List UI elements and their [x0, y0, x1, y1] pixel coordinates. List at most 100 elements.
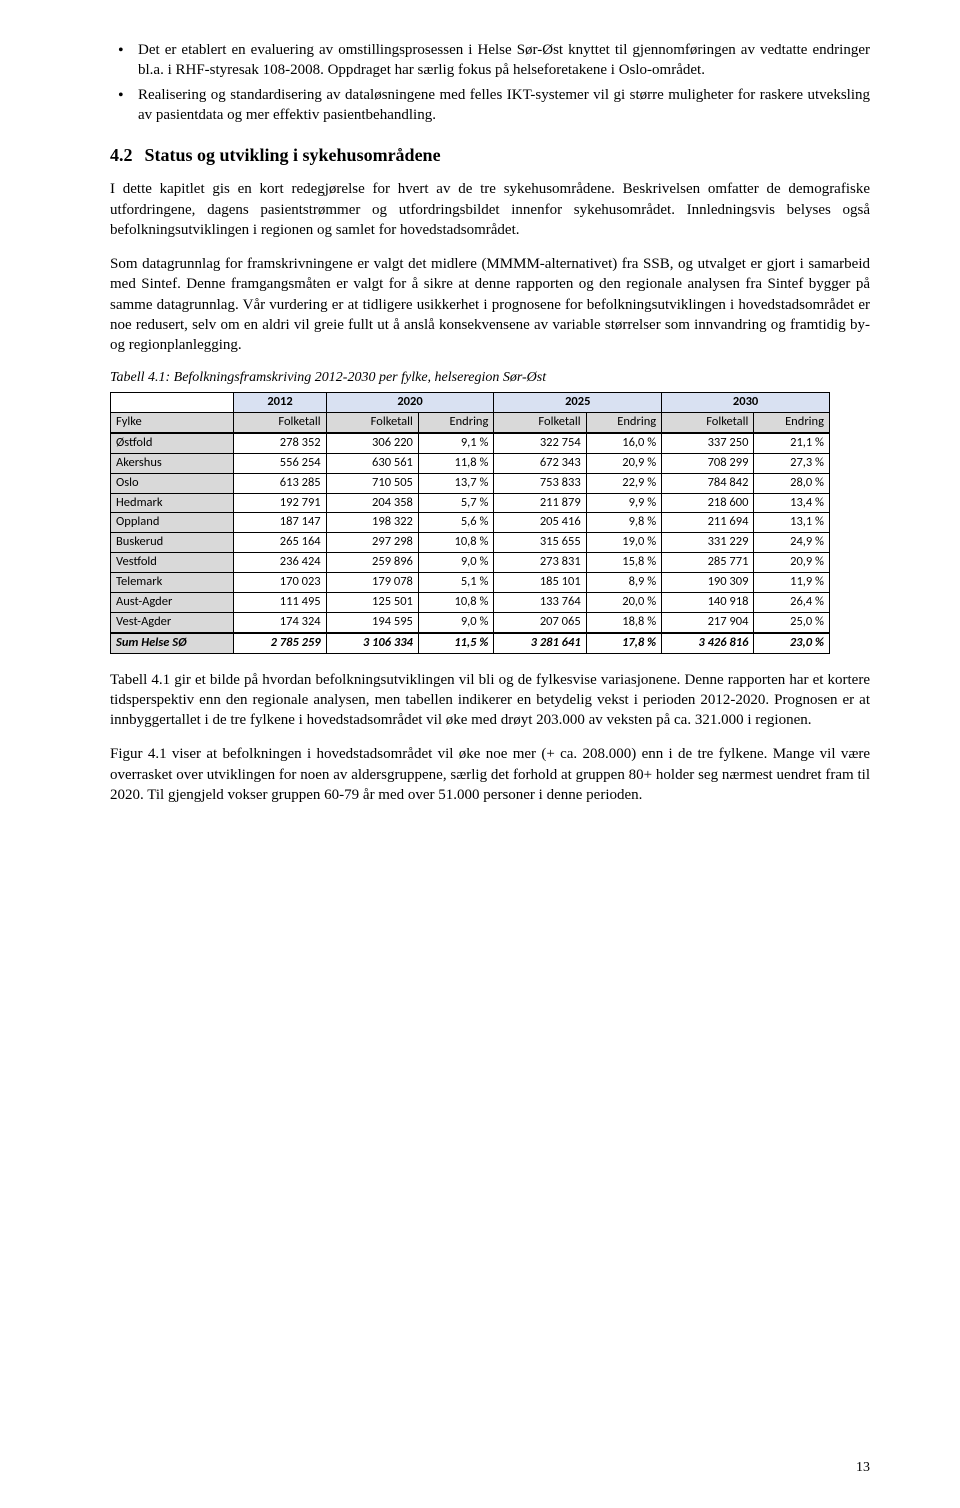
table-cell: 13,7 %	[418, 473, 494, 493]
section-number: 4.2	[110, 145, 133, 165]
table-subheader-row: Fylke Folketall Folketall Endring Folket…	[111, 413, 830, 433]
table-header-year: 2020	[326, 393, 494, 413]
table-cell: 11,8 %	[418, 453, 494, 473]
table-cell: 9,0 %	[418, 553, 494, 573]
table-row: Buskerud265 164297 29810,8 %315 65519,0 …	[111, 533, 830, 553]
bullet-item: Realisering og standardisering av datalø…	[110, 85, 870, 126]
table-cell: 5,6 %	[418, 513, 494, 533]
table-cell: 20,9 %	[754, 553, 830, 573]
table-header-blank	[111, 393, 234, 413]
table-cell: 9,0 %	[418, 612, 494, 632]
table-cell: 133 764	[494, 592, 586, 612]
table-cell: 26,4 %	[754, 592, 830, 612]
table-row: Hedmark192 791204 3585,7 %211 8799,9 %21…	[111, 493, 830, 513]
table-cell: 306 220	[326, 433, 418, 453]
table-header-year: 2025	[494, 393, 662, 413]
table-cell: 125 501	[326, 592, 418, 612]
table-cell: 273 831	[494, 553, 586, 573]
table-subheader: Folketall	[662, 413, 754, 433]
table-cell: 3 106 334	[326, 633, 418, 653]
table-header-year: 2030	[662, 393, 830, 413]
table-cell: 16,0 %	[586, 433, 662, 453]
table-subheader: Endring	[754, 413, 830, 433]
table-cell: 140 918	[662, 592, 754, 612]
population-table: 2012 2020 2025 2030 Fylke Folketall Folk…	[110, 392, 830, 653]
table-cell: 3 426 816	[662, 633, 754, 653]
bullet-item: Det er etablert en evaluering av omstill…	[110, 40, 870, 81]
table-cell: 9,8 %	[586, 513, 662, 533]
table-cell: 211 694	[662, 513, 754, 533]
table-cell: 190 309	[662, 573, 754, 593]
table-cell: Buskerud	[111, 533, 234, 553]
table-cell: 205 416	[494, 513, 586, 533]
table-cell: 24,9 %	[754, 533, 830, 553]
table-cell: 3 281 641	[494, 633, 586, 653]
table-cell: 236 424	[234, 553, 326, 573]
table-cell: 259 896	[326, 553, 418, 573]
table-cell: 20,9 %	[586, 453, 662, 473]
table-subheader: Endring	[418, 413, 494, 433]
table-row: Vest-Agder174 324194 5959,0 %207 06518,8…	[111, 612, 830, 632]
table-cell: 174 324	[234, 612, 326, 632]
table-caption: Tabell 4.1: Befolkningsframskriving 2012…	[110, 369, 870, 388]
table-cell: 337 250	[662, 433, 754, 453]
table-cell: 21,1 %	[754, 433, 830, 453]
table-year-row: 2012 2020 2025 2030	[111, 393, 830, 413]
table-cell: 708 299	[662, 453, 754, 473]
table-subheader: Fylke	[111, 413, 234, 433]
table-cell: 297 298	[326, 533, 418, 553]
table-cell: 170 023	[234, 573, 326, 593]
table-cell: 23,0 %	[754, 633, 830, 653]
table-cell: 11,9 %	[754, 573, 830, 593]
table-cell: 179 078	[326, 573, 418, 593]
table-row: Østfold278 352306 2209,1 %322 75416,0 %3…	[111, 433, 830, 453]
table-cell: 784 842	[662, 473, 754, 493]
section-heading: 4.2Status og utvikling i sykehusområdene	[110, 143, 870, 167]
page-number: 13	[856, 1459, 870, 1478]
table-cell: Oppland	[111, 513, 234, 533]
table-cell: 10,8 %	[418, 533, 494, 553]
table-cell: 753 833	[494, 473, 586, 493]
table-cell: 211 879	[494, 493, 586, 513]
bullet-list: Det er etablert en evaluering av omstill…	[110, 40, 870, 125]
table-cell: 204 358	[326, 493, 418, 513]
paragraph: I dette kapitlet gis en kort redegjørels…	[110, 179, 870, 240]
table-cell: 13,4 %	[754, 493, 830, 513]
table-cell: 315 655	[494, 533, 586, 553]
table-cell: Vest-Agder	[111, 612, 234, 632]
table-cell: Østfold	[111, 433, 234, 453]
table-cell: 15,8 %	[586, 553, 662, 573]
table-sum-row: Sum Helse SØ2 785 2593 106 33411,5 %3 28…	[111, 633, 830, 653]
table-cell: 710 505	[326, 473, 418, 493]
table-cell: 18,8 %	[586, 612, 662, 632]
table-cell: 8,9 %	[586, 573, 662, 593]
table-subheader: Folketall	[234, 413, 326, 433]
table-cell: 331 229	[662, 533, 754, 553]
table-cell: 5,1 %	[418, 573, 494, 593]
table-cell: 2 785 259	[234, 633, 326, 653]
table-cell: 192 791	[234, 493, 326, 513]
paragraph: Som datagrunnlag for framskrivningene er…	[110, 254, 870, 355]
table-cell: 17,8 %	[586, 633, 662, 653]
table-cell: 265 164	[234, 533, 326, 553]
paragraph: Figur 4.1 viser at befolkningen i hoveds…	[110, 744, 870, 805]
table-cell: 27,3 %	[754, 453, 830, 473]
table-cell: 22,9 %	[586, 473, 662, 493]
table-cell: Akershus	[111, 453, 234, 473]
table-row: Aust-Agder111 495125 50110,8 %133 76420,…	[111, 592, 830, 612]
table-cell: 217 904	[662, 612, 754, 632]
table-cell: 111 495	[234, 592, 326, 612]
table-cell: Oslo	[111, 473, 234, 493]
table-cell: 630 561	[326, 453, 418, 473]
table-cell: 278 352	[234, 433, 326, 453]
table-cell: 218 600	[662, 493, 754, 513]
table-cell: 9,1 %	[418, 433, 494, 453]
table-cell: 10,8 %	[418, 592, 494, 612]
table-cell: 187 147	[234, 513, 326, 533]
table-cell: 28,0 %	[754, 473, 830, 493]
table-cell: Vestfold	[111, 553, 234, 573]
table-cell: 672 343	[494, 453, 586, 473]
table-cell: 613 285	[234, 473, 326, 493]
table-cell: 198 322	[326, 513, 418, 533]
table-header-year: 2012	[234, 393, 326, 413]
